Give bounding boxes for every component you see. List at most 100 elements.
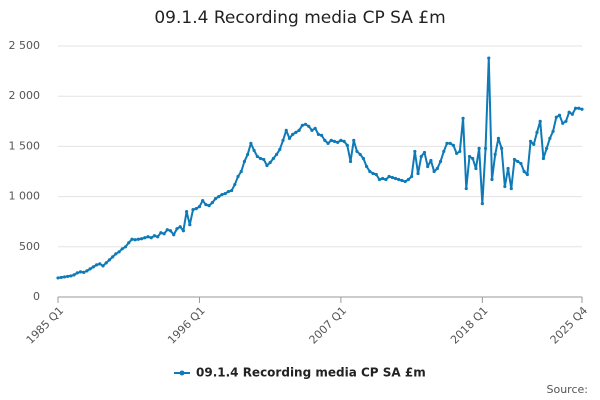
legend-marker: [179, 370, 185, 376]
data-point: [265, 163, 269, 168]
data-point: [191, 208, 195, 212]
data-point: [204, 203, 208, 207]
data-point: [75, 271, 79, 275]
data-point: [98, 262, 102, 266]
data-point: [432, 169, 436, 174]
data-point: [165, 228, 169, 232]
data-point: [159, 231, 163, 235]
data-point: [210, 201, 214, 205]
data-point: [287, 136, 292, 140]
data-point: [91, 265, 95, 269]
legend-label: 09.1.4 Recording media CP SA £m: [196, 366, 426, 380]
data-point: [393, 176, 398, 181]
data-point: [570, 112, 574, 116]
data-point: [303, 122, 308, 126]
data-point: [107, 258, 112, 262]
data-point: [365, 164, 369, 169]
data-point: [236, 174, 240, 179]
data-point: [213, 197, 218, 201]
data-point: [387, 174, 391, 179]
data-point: [573, 106, 578, 110]
x-tick-label: 2007 Q1: [307, 304, 350, 347]
data-point: [297, 128, 301, 132]
data-point: [300, 123, 304, 127]
data-point: [152, 234, 157, 238]
data-point: [278, 147, 282, 152]
data-point: [326, 141, 330, 145]
data-point: [361, 156, 365, 161]
data-point: [175, 227, 179, 231]
data-point: [104, 261, 108, 265]
data-point: [178, 225, 182, 229]
data-point: [172, 233, 176, 237]
data-point: [120, 247, 124, 251]
data-point: [336, 140, 340, 144]
data-point: [467, 154, 472, 159]
data-point: [483, 146, 488, 151]
data-point: [381, 176, 385, 181]
data-point: [442, 149, 446, 154]
data-point: [464, 186, 468, 191]
data-point: [493, 152, 497, 157]
data-point: [130, 237, 134, 241]
data-point: [88, 267, 92, 271]
data-point: [85, 269, 89, 273]
data-point: [413, 149, 417, 154]
data-point: [72, 273, 76, 277]
data-point: [332, 139, 337, 143]
data-point: [545, 146, 549, 151]
data-point: [94, 263, 99, 267]
data-point: [371, 171, 375, 176]
data-point: [284, 128, 288, 132]
data-point: [146, 235, 150, 239]
data-point: [528, 139, 533, 143]
data-point: [310, 128, 314, 132]
data-point: [197, 205, 202, 209]
data-point: [136, 237, 140, 241]
data-point: [239, 169, 243, 174]
data-point: [114, 252, 118, 256]
data-point: [480, 202, 484, 206]
data-point: [429, 158, 433, 163]
data-point: [339, 138, 343, 142]
data-point: [268, 160, 272, 165]
data-point: [294, 130, 298, 134]
data-point: [275, 152, 279, 157]
data-point: [567, 110, 571, 114]
data-point: [557, 113, 562, 117]
data-point: [554, 115, 558, 119]
data-point: [374, 172, 378, 177]
data-point: [78, 270, 83, 274]
data-point: [201, 199, 205, 203]
data-point: [320, 133, 324, 137]
data-point: [580, 107, 584, 111]
data-point: [194, 207, 198, 211]
y-tick-label: 2 000: [9, 89, 41, 102]
y-tick-label: 1 500: [9, 139, 41, 152]
data-point: [509, 186, 513, 191]
data-point: [397, 177, 401, 182]
data-point: [519, 161, 523, 166]
data-point: [217, 195, 221, 199]
data-point: [548, 136, 552, 140]
data-point: [348, 159, 353, 164]
data-point: [368, 169, 372, 174]
data-point: [156, 235, 160, 239]
data-point: [59, 275, 63, 280]
data-point: [474, 166, 478, 171]
data-point: [458, 149, 462, 154]
data-point: [258, 156, 263, 161]
data-point: [345, 143, 349, 147]
data-point: [522, 169, 526, 174]
data-point: [307, 124, 311, 128]
y-tick-label: 2 500: [9, 39, 41, 52]
data-point: [487, 56, 491, 60]
data-point: [56, 276, 60, 280]
data-point: [252, 148, 256, 153]
data-point: [127, 241, 131, 245]
data-point: [541, 156, 546, 161]
data-point: [352, 138, 356, 142]
data-point: [133, 238, 137, 242]
data-point: [323, 138, 327, 142]
data-point: [390, 175, 394, 180]
